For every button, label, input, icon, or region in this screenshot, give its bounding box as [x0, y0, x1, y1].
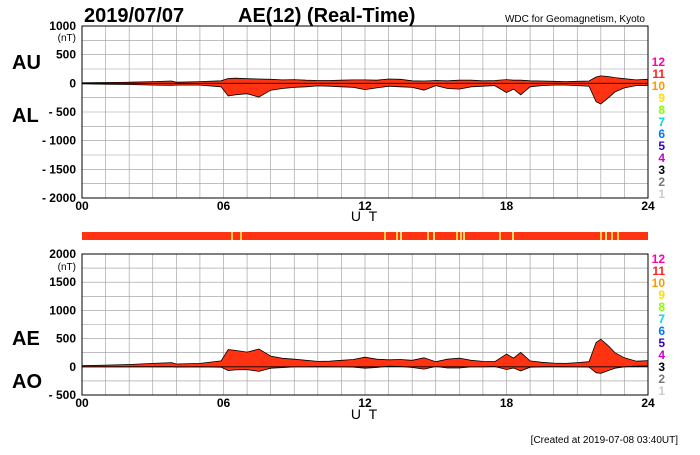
station-legend-label: 1	[658, 384, 665, 398]
strip-mark	[400, 232, 402, 240]
station-legend-label: 1	[658, 187, 665, 201]
strip-mark	[396, 232, 398, 240]
y-tick-label: 2000	[49, 247, 76, 261]
au-al-fill-area	[82, 75, 648, 104]
chart-title: AE(12) (Real-Time)	[238, 5, 415, 27]
strip-base	[82, 232, 648, 240]
station-legend-label: 10	[652, 79, 666, 93]
station-legend-label: 7	[658, 115, 665, 129]
ae-ao-fill-area	[82, 339, 648, 374]
x-tick-label: 00	[75, 396, 89, 410]
y-tick-label: 0	[69, 360, 76, 374]
x-tick-label: 12	[358, 199, 372, 213]
date-title: 2019/07/07	[84, 5, 184, 27]
station-legend-label: 3	[658, 360, 665, 374]
strip-mark	[240, 232, 242, 240]
strip-mark	[611, 232, 613, 240]
au-al-frame	[81, 25, 649, 199]
strip-mark	[605, 232, 607, 240]
station-legend-label: 2	[658, 372, 665, 386]
series-line-au	[81, 75, 649, 84]
station-legend-label: 7	[658, 312, 665, 326]
station-legend-label: 8	[658, 103, 665, 117]
source-label: WDC for Geomagnetism, Kyoto	[505, 14, 645, 25]
y-tick-label: 1500	[49, 275, 76, 289]
strip-mark	[231, 232, 233, 240]
station-legend-label: 4	[658, 151, 665, 165]
station-legend-label: 3	[658, 163, 665, 177]
y-tick-label: - 500	[49, 105, 77, 119]
station-legend-label: 5	[658, 139, 665, 153]
ae-ao-frame	[81, 253, 649, 396]
strip-mark	[512, 232, 514, 240]
x-tick-label: 06	[217, 396, 231, 410]
y-tick-label: - 1000	[42, 134, 76, 148]
station-legend-label: 11	[652, 67, 665, 81]
strip-mark	[456, 232, 458, 240]
station-legend-label: 12	[652, 55, 666, 69]
station-legend-label: 2	[658, 175, 665, 189]
x-tick-label: 24	[641, 199, 655, 213]
station-legend-label: 8	[658, 300, 665, 314]
station-legend-label: 9	[658, 91, 665, 105]
au-label: AU	[12, 52, 41, 74]
station-legend-label: 10	[652, 276, 666, 290]
station-legend-label: 5	[658, 336, 665, 350]
y-tick-label: - 1500	[42, 162, 76, 176]
strip-mark	[384, 232, 386, 240]
ao-label: AO	[12, 371, 42, 393]
x-tick-label: 24	[641, 396, 655, 410]
y-tick-label: - 500	[49, 388, 77, 402]
strip-mark	[427, 232, 429, 240]
y-tick-label: 0	[69, 76, 76, 90]
station-count-strip	[82, 232, 648, 240]
y-tick-label: 500	[56, 48, 76, 62]
y-tick-label: 500	[56, 332, 76, 346]
station-legend-label: 6	[658, 127, 665, 141]
ae-label: AE	[12, 328, 40, 350]
strip-mark	[499, 232, 501, 240]
y-tick-label: 1000	[49, 19, 76, 33]
station-legend-label: 6	[658, 324, 665, 338]
panel2-unit-label: (nT)	[58, 262, 76, 273]
x-tick-label: 12	[358, 396, 372, 410]
y-tick-label: - 2000	[42, 191, 76, 205]
y-tick-label: 1000	[49, 303, 76, 317]
x-tick-label: 18	[500, 199, 514, 213]
x-tick-label: 06	[217, 199, 231, 213]
panel2-x-axis-label: U T	[351, 406, 379, 422]
strip-mark	[617, 232, 619, 240]
station-legend-label: 12	[652, 252, 666, 266]
x-tick-label: 18	[500, 396, 514, 410]
series-line-al	[81, 83, 648, 105]
panel1-unit-label: (nT)	[58, 33, 76, 44]
station-legend-label: 9	[658, 288, 665, 302]
strip-mark	[460, 232, 462, 240]
created-timestamp: [Created at 2019-07-08 03:40UT]	[531, 435, 679, 446]
al-label: AL	[12, 105, 39, 127]
strip-mark	[433, 232, 435, 240]
x-tick-label: 00	[75, 199, 89, 213]
station-legend-label: 11	[652, 264, 665, 278]
strip-mark	[463, 232, 465, 240]
panel1-x-axis-label: U T	[351, 208, 379, 224]
station-legend-label: 4	[658, 348, 665, 362]
series-line-ae	[81, 338, 649, 367]
strip-mark	[600, 232, 602, 240]
